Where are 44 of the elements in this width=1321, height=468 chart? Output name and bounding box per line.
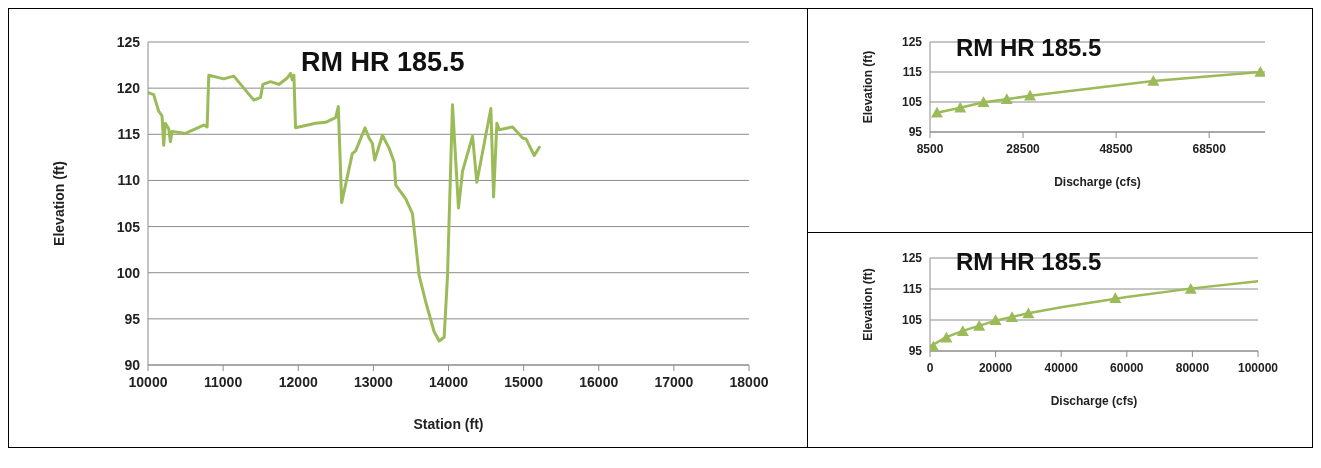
y-tick-label: 120: [116, 80, 141, 97]
y-axis-title: Elevation (ft): [861, 268, 876, 341]
y-tick-label: 115: [117, 126, 141, 143]
chart-title: RM HR 185.5: [956, 34, 1102, 62]
y-tick-label: 100: [116, 264, 141, 281]
x-axis-title: Discharge (cfs): [1050, 394, 1138, 408]
x-tick-label: 100000: [1237, 360, 1279, 375]
y-tick-label: 110: [117, 172, 141, 189]
x-tick-label: 10000: [128, 373, 168, 390]
y-tick-label: 125: [901, 251, 923, 266]
x-tick-label: 15000: [504, 373, 544, 390]
x-tick-label: 16000: [579, 373, 619, 390]
x-tick-label: 13000: [353, 373, 394, 390]
x-tick-label: 8500: [916, 141, 944, 156]
y-axis-title: Elevation (ft): [50, 161, 67, 246]
y-tick-label: 125: [116, 33, 141, 50]
x-tick-label: 60000: [1110, 360, 1144, 375]
y-tick-label: 105: [901, 313, 923, 328]
y-tick-label: 105: [116, 218, 141, 235]
x-tick-label: 68500: [1192, 141, 1227, 156]
x-tick-label: 80000: [1175, 360, 1210, 375]
x-tick-label: 11000: [204, 373, 243, 390]
y-tick-label: 95: [124, 310, 141, 327]
x-tick-label: 48500: [1099, 141, 1134, 156]
y-tick-label: 90: [124, 356, 141, 373]
y-tick-label: 125: [901, 35, 923, 50]
chart-title: RM HR 185.5: [301, 47, 465, 78]
x-tick-label: 14000: [429, 373, 469, 390]
x-axis-title: Discharge (cfs): [1054, 175, 1141, 189]
y-tick-label: 95: [908, 344, 923, 359]
x-tick-label: 17000: [654, 373, 694, 390]
x-tick-label: 40000: [1044, 360, 1079, 375]
chart-title: RM HR 185.5: [956, 248, 1102, 276]
x-tick-label: 0: [926, 360, 934, 375]
x-tick-label: 28500: [1006, 141, 1041, 156]
y-tick-label: 105: [901, 95, 923, 110]
y-tick-label: 115: [902, 282, 923, 297]
x-tick-label: 12000: [278, 373, 318, 390]
y-axis-title: Elevation (ft): [861, 50, 876, 124]
y-tick-label: 115: [902, 65, 923, 80]
y-tick-label: 95: [908, 125, 923, 140]
x-tick-label: 20000: [978, 360, 1013, 375]
x-axis-title: Station (ft): [413, 416, 484, 432]
x-tick-label: 18000: [729, 373, 769, 390]
